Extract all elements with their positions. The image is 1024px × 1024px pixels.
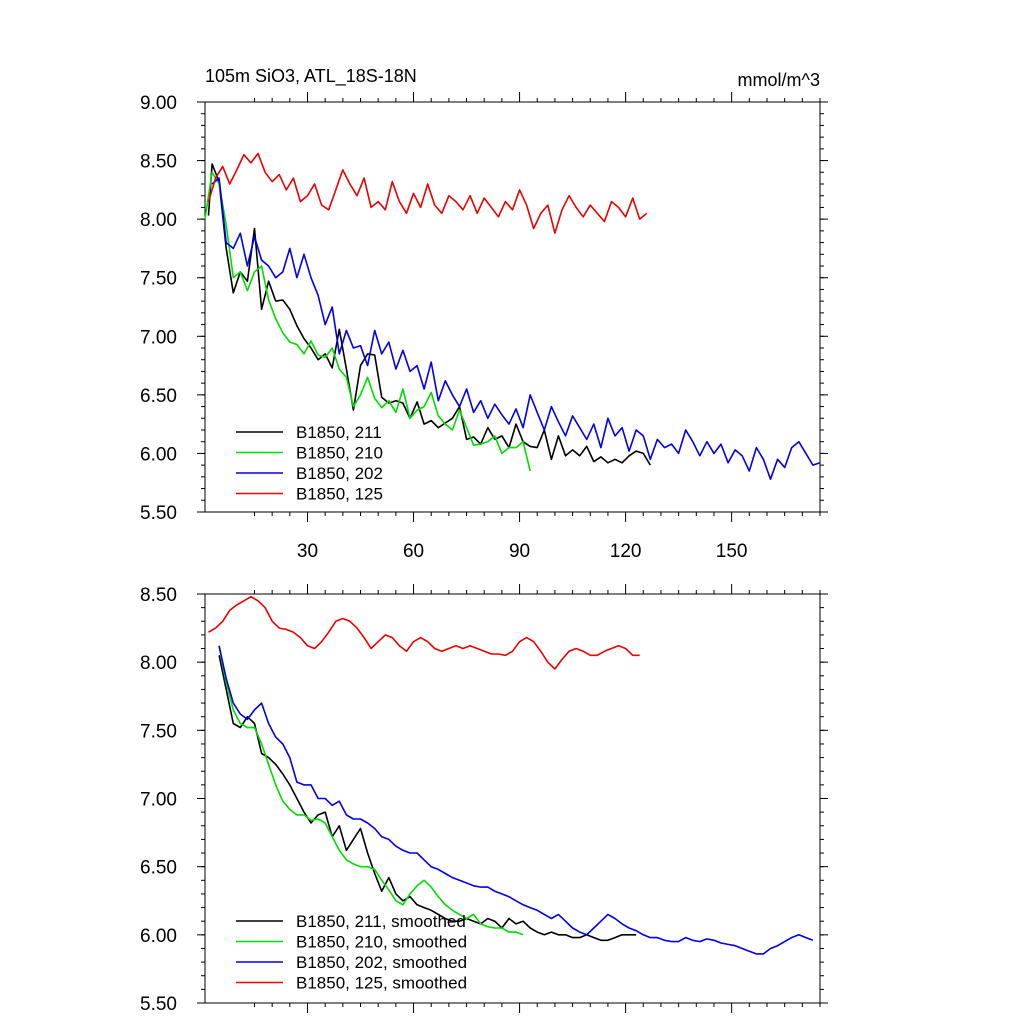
plot-frame: [204, 101, 821, 513]
bottom-panel: 5.50 6.00 6.50 7.00 7.50 8.00 8.50 B1850, 211, …: [140, 584, 828, 1015]
y-tick-label: 6.00: [140, 926, 177, 947]
series-line-1: [218, 645, 524, 936]
y-tick-label: 5.50: [140, 994, 177, 1015]
y-tick-label: 6.00: [140, 444, 177, 465]
y-tick-label: 7.00: [140, 790, 177, 811]
x-tick-label: 60: [403, 541, 424, 562]
y-tick-label: 5.50: [140, 503, 177, 524]
y-tick-label: 6.50: [140, 386, 177, 407]
x-tick-label: 30: [297, 541, 318, 562]
legend-label: B1850, 211: [296, 423, 382, 442]
top-panel: 105m SiO3, ATL_18S-18N mmol/m^3 5.50 6.00…: [140, 66, 828, 562]
y-tick-label: 8.50: [140, 585, 177, 606]
x-tick-label: 120: [610, 541, 642, 562]
series-line-2: [218, 645, 814, 955]
y-tick-label: 7.50: [140, 269, 177, 290]
legend-label: B1850, 125: [296, 485, 383, 504]
chart-title-left: 105m SiO3, ATL_18S-18N: [205, 66, 417, 87]
series-line-3: [208, 595, 640, 670]
y-tick-label: 8.50: [140, 152, 177, 173]
chart-units-label: mmol/m^3: [738, 70, 820, 90]
y-tick-label: 7.00: [140, 327, 177, 348]
series-line-0: [218, 655, 637, 942]
series-line-0: [207, 163, 651, 466]
legend-label: B1850, 202, smoothed: [296, 953, 467, 972]
y-tick-label: 6.50: [140, 858, 177, 879]
x-tick-label: 90: [509, 541, 530, 562]
legend-label: B1850, 211, smoothed: [296, 912, 466, 931]
y-tick-label: 8.00: [140, 653, 177, 674]
series-line-1: [204, 171, 531, 472]
y-tick-label: 9.00: [140, 93, 177, 114]
x-tick-label: 150: [716, 541, 748, 562]
y-tick-label: 8.00: [140, 210, 177, 231]
y-tick-label: 7.50: [140, 721, 177, 742]
legend-label: B1850, 125, smoothed: [296, 974, 467, 993]
legend-label: B1850, 210: [296, 444, 383, 463]
legend-label: B1850, 202: [296, 464, 383, 483]
legend-label: B1850, 210, smoothed: [296, 933, 467, 952]
series-line-3: [207, 152, 648, 234]
series-line-2: [211, 177, 821, 480]
